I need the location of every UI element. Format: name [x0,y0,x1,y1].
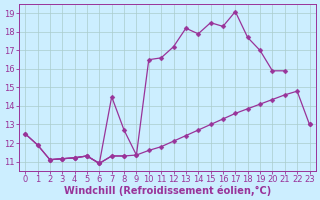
X-axis label: Windchill (Refroidissement éolien,°C): Windchill (Refroidissement éolien,°C) [64,185,271,196]
